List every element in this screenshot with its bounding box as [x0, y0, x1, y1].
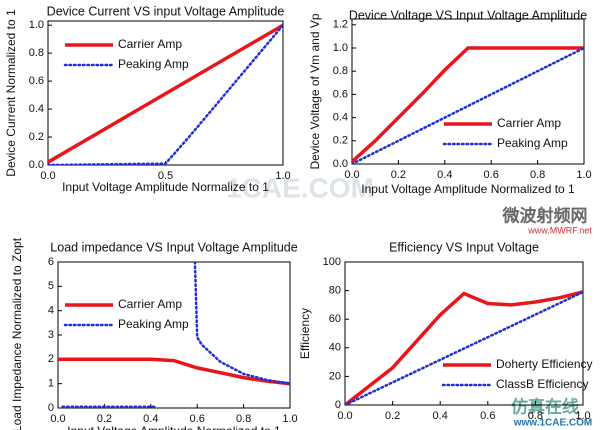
y-axis-label: Device Current Normalized to 1	[4, 9, 18, 177]
watermark: www.1CAE.COM	[513, 418, 593, 429]
y-tick-label: 0.4	[29, 103, 44, 115]
y-tick-label: 1	[48, 378, 54, 390]
y-tick-label: 0	[335, 399, 341, 411]
x-tick-label: 1.0	[575, 410, 590, 422]
x-tick-label: 0.4	[143, 413, 158, 425]
y-tick-label: 80	[329, 285, 341, 297]
data-line	[345, 290, 583, 405]
y-axis-label: Efficiency	[298, 308, 312, 359]
x-tick-label: 0.5	[158, 170, 173, 182]
y-tick-label: 1.0	[333, 42, 348, 54]
y-tick-label: 1.0	[29, 19, 44, 31]
legend-label: Peaking Amp	[118, 57, 189, 71]
x-tick-label: 0.8	[528, 410, 543, 422]
y-axis-label: Load Impedance Normalized to Zopt	[10, 237, 24, 430]
data-line	[48, 23, 283, 164]
y-tick-label: 0.6	[29, 75, 44, 87]
y-tick-label: 0.6	[333, 88, 348, 100]
x-tick-label: 0.2	[97, 413, 112, 425]
data-line	[345, 290, 583, 405]
y-tick-label: 0.2	[29, 131, 44, 143]
y-tick-label: 2	[48, 353, 54, 365]
y-tick-label: 0.4	[333, 112, 348, 124]
y-tick-label: 0.8	[29, 47, 44, 59]
watermark: 仿真在线	[511, 396, 579, 416]
x-tick-label: 0.4	[437, 169, 452, 181]
y-tick-label: 4	[48, 305, 54, 317]
chart-title: Load impedance VS Input Voltage Amplitud…	[50, 240, 297, 254]
data-line	[61, 262, 290, 408]
y-tick-label: 20	[329, 370, 341, 382]
x-tick-label: 0.6	[190, 413, 205, 425]
x-tick-label: 0.0	[40, 170, 55, 182]
x-tick-label: 1.0	[275, 170, 290, 182]
legend-label: Peaking Amp	[118, 317, 189, 331]
y-tick-label: 40	[329, 342, 341, 354]
y-tick-label: 60	[329, 313, 341, 325]
y-tick-label: 100	[323, 256, 341, 268]
data-line	[352, 46, 584, 164]
x-tick-label: 1.0	[282, 413, 297, 425]
data-line	[58, 357, 290, 386]
y-tick-label: 3	[48, 329, 54, 341]
legend-label: Peaking Amp	[497, 136, 568, 150]
y-tick-label: 0.0	[29, 159, 44, 171]
x-axis-label: Input Voltage Amplitude Normalized to 1	[67, 424, 281, 430]
data-line	[352, 46, 584, 164]
plot-frame	[57, 261, 291, 409]
x-tick-label: 1.0	[576, 169, 591, 181]
x-tick-label: 0.6	[480, 410, 495, 422]
x-tick-label: 0.6	[484, 169, 499, 181]
y-tick-label: 5	[48, 280, 54, 292]
x-tick-label: 0.0	[337, 410, 352, 422]
x-axis-label: Input Voltage Amplitude Normalize to 1	[62, 180, 269, 194]
x-tick-label: 0.2	[391, 169, 406, 181]
chart-title: Efficiency VS Input Voltage	[389, 240, 539, 254]
x-tick-label: 0.8	[530, 169, 545, 181]
y-tick-label: 1.2	[333, 19, 348, 31]
legend-label: Doherty Efficiency	[496, 357, 593, 371]
x-tick-label: 0.0	[344, 169, 359, 181]
y-tick-label: 6	[48, 256, 54, 268]
y-tick-label: 0.8	[333, 65, 348, 77]
legend-label: Carrier Amp	[118, 297, 182, 311]
watermark: 微波射频网	[502, 205, 588, 225]
y-tick-label: 0.0	[333, 158, 348, 170]
y-tick-label: 0	[48, 402, 54, 414]
legend-label: Carrier Amp	[118, 37, 182, 51]
x-tick-label: 0.4	[433, 410, 448, 422]
plot-frame	[344, 261, 584, 406]
y-tick-label: 0.2	[333, 135, 348, 147]
chart-title: Device Voltage VS Input Voltage Amplitud…	[349, 8, 587, 22]
legend-label: ClassB Efficiency	[496, 377, 588, 391]
data-line	[48, 23, 283, 165]
plot-frame	[351, 18, 585, 165]
x-tick-label: 0.2	[385, 410, 400, 422]
chart-title: Device Current VS input Voltage Amplitud…	[47, 4, 285, 18]
watermark: 1CAE.COM	[226, 172, 374, 203]
legend-label: Carrier Amp	[497, 116, 561, 130]
x-axis-label: Input Voltage Amplitude Normalized to 1	[361, 182, 575, 196]
watermark: www.MWRF.net	[527, 225, 592, 235]
y-axis-label: Device Voltage of Vm and Vp	[308, 13, 322, 169]
x-tick-label: 0.0	[50, 413, 65, 425]
x-tick-label: 0.8	[236, 413, 251, 425]
